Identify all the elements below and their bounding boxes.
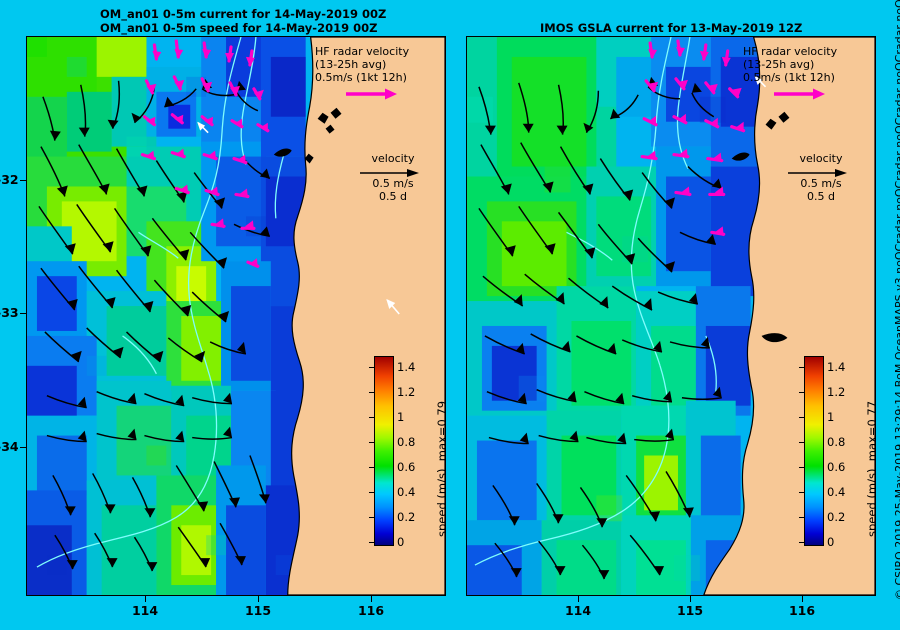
cbar-label-6: 0.4 (827, 485, 846, 499)
cbar-label-4: 0.8 (827, 435, 846, 449)
speed-field-left (27, 37, 445, 595)
colorbar-left (374, 356, 394, 546)
y-tick-label-33: -33 (0, 305, 19, 320)
map-panel-left[interactable]: HF radar velocity (13-25h avg) 0.5m/s (1… (26, 36, 446, 596)
hf-radar-legend-arrow-left (346, 88, 397, 100)
y-tick-label-32: -32 (0, 172, 19, 187)
velocity-legend-line2: 0.5 m/s (800, 177, 842, 190)
cbar-label-1: 1.4 (397, 360, 416, 374)
hf-radar-legend-right: HF radar velocity (13-25h avg) 0.5m/s (1… (743, 45, 837, 84)
velocity-legend-right: velocity (782, 152, 860, 165)
velocity-legend-left: velocity (354, 152, 432, 165)
panel-left-title: OM_an01 0-5m current for 14-May-2019 00Z… (100, 7, 387, 35)
colorbar-title-right: speed (m/s), max=0.77 (865, 400, 876, 537)
hf-radar-legend-line3: 0.5m/s (1kt 12h) (743, 71, 835, 84)
cbar-label-2: 1.2 (397, 385, 416, 399)
cbar-label-3: 1 (827, 410, 835, 424)
velocity-legend-values-right: 0.5 m/s 0.5 d (782, 177, 860, 203)
x-tick-label-114-left: 114 (131, 603, 159, 618)
hf-radar-legend-line2: (13-25h avg) (315, 58, 387, 71)
colorbar-title-left: speed (m/s), max=0.79 (435, 400, 446, 537)
cursor-arrowhead-right (754, 75, 763, 85)
velocity-legend-line1: velocity (371, 152, 415, 165)
cbar-label-3: 1 (397, 410, 405, 424)
panel-right-title-line1: IMOS GSLA current for 13-May-2019 12Z (540, 21, 803, 35)
x-tick-label-115-left: 115 (244, 603, 272, 618)
map-panel-right[interactable]: HF radar velocity (13-25h avg) 0.5m/s (1… (466, 36, 876, 596)
landmass-right (703, 37, 875, 595)
panel-left-title-line2: OM_an01 0-5m speed for 14-May-2019 00Z (100, 20, 378, 35)
cbar-label-2: 1.2 (827, 385, 846, 399)
hf-radar-legend-line2: (13-25h avg) (743, 58, 815, 71)
panel-right-title: IMOS GSLA current for 13-May-2019 12Z (540, 21, 803, 36)
velocity-legend-line1: velocity (799, 152, 843, 165)
cbar-label-1: 1.4 (827, 360, 846, 374)
cursor-arrowhead-left (197, 121, 396, 310)
x-tick-label-115-right: 115 (676, 603, 704, 618)
y-tick-label-34: -34 (0, 439, 19, 454)
cbar-label-5: 0.6 (827, 460, 846, 474)
hf-radar-legend-line1: HF radar velocity (743, 45, 838, 58)
model-current-vectors-left (38, 80, 271, 572)
cbar-label-8: 0 (397, 535, 405, 549)
x-tick-label-116-right: 116 (788, 603, 816, 618)
speed-contour-lines-left (36, 37, 285, 568)
hf-radar-vectors-left (140, 39, 270, 268)
cbar-label-5: 0.6 (397, 460, 416, 474)
hf-radar-legend-arrow-right (774, 88, 825, 100)
hf-radar-arrowheads-left (145, 48, 268, 269)
velocity-legend-line3: 0.5 d (807, 190, 835, 203)
velocity-legend-values-left: 0.5 m/s 0.5 d (354, 177, 432, 203)
hf-radar-legend-line1: HF radar velocity (315, 45, 410, 58)
velocity-legend-line2: 0.5 m/s (372, 177, 414, 190)
x-tick-label-116-left: 116 (357, 603, 385, 618)
hf-radar-vectors-right (640, 39, 746, 236)
velocity-legend-line3: 0.5 d (379, 190, 407, 203)
hf-radar-legend-left: HF radar velocity (13-25h avg) 0.5m/s (1… (315, 45, 409, 84)
velocity-legend-arrow-left (360, 169, 419, 177)
panel-left-title-line1: OM_an01 0-5m current for 14-May-2019 00Z (100, 7, 387, 21)
model-current-arrowheads-right (484, 76, 722, 580)
cbar-label-6: 0.4 (397, 485, 416, 499)
colorbar-right (804, 356, 824, 546)
cbar-label-7: 0.2 (827, 510, 846, 524)
cbar-label-8: 0 (827, 535, 835, 549)
landmass-left (273, 37, 445, 595)
overlay-left (38, 37, 445, 595)
hf-radar-legend-line3: 0.5m/s (1kt 12h) (315, 71, 407, 84)
hf-radar-arrowheads-right (647, 46, 744, 237)
cbar-label-7: 0.2 (397, 510, 416, 524)
credit-text: © CSIRO 2019 25-May-2019 13:29:14 BoM Oc… (893, 0, 900, 600)
overlay-right (478, 37, 875, 595)
x-tick-label-114-right: 114 (564, 603, 592, 618)
cbar-label-4: 0.8 (397, 435, 416, 449)
velocity-legend-arrow-right (788, 169, 847, 177)
model-current-arrowheads-left (49, 78, 270, 572)
